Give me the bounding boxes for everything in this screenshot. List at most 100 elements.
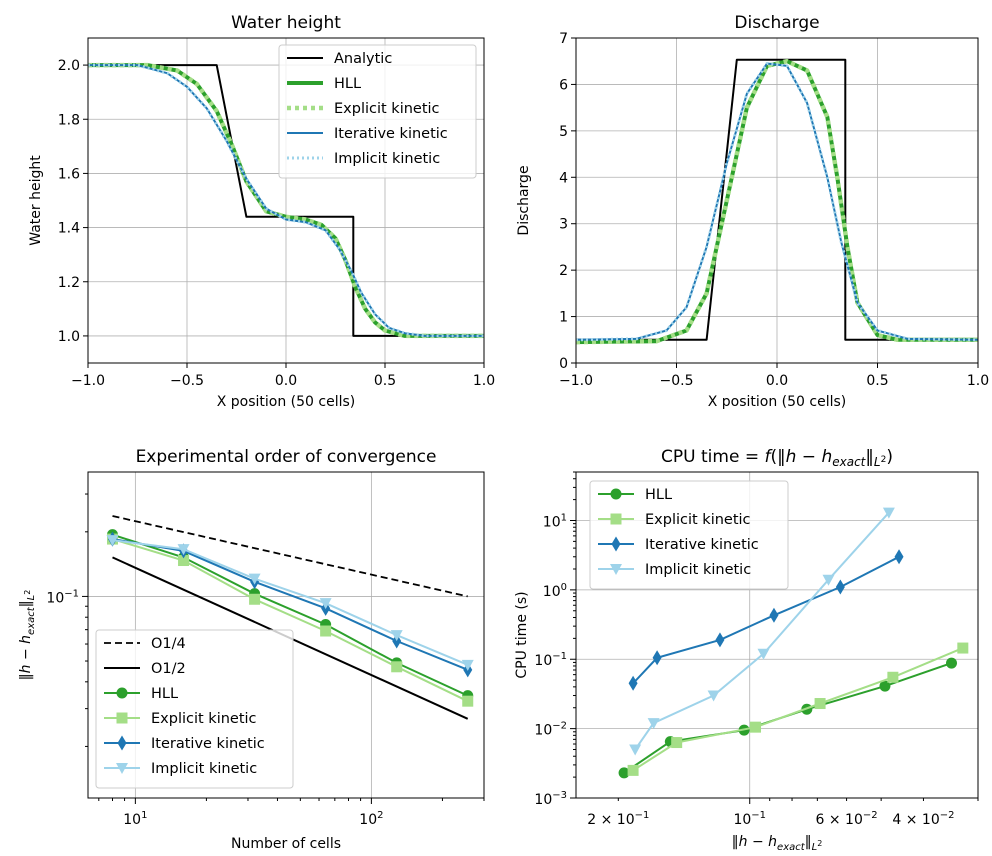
data-point <box>822 574 835 586</box>
series-line-explicit-kinetic <box>632 647 964 772</box>
tick-label-part: 10 <box>543 514 561 530</box>
chart-panel-1: −1.0 −0.5 0.0 0.5 1.0 1.0 1.2 1.4 1.6 1.8 2.0 Water… <box>28 13 495 410</box>
y-tick-label: 100 <box>543 582 567 600</box>
series-line-explicit-kinetic <box>112 538 469 703</box>
tick-label-part: −2 <box>863 810 878 821</box>
legend-label: O1/4 <box>151 636 186 652</box>
data-point <box>618 767 630 779</box>
norm-label-part: ‖ <box>18 600 34 607</box>
data-point <box>715 632 725 648</box>
legend-frame <box>95 629 294 789</box>
legend-marker <box>116 763 128 774</box>
y-tick-label: 2 <box>559 263 568 279</box>
legend-label: Implicit kinetic <box>645 562 751 578</box>
norm-axis-label: ‖h − hexact‖L2 <box>732 834 823 853</box>
legend-label: Iterative kinetic <box>151 736 265 752</box>
title-part: (‖ <box>770 447 785 467</box>
title-part: CPU time = <box>661 447 764 467</box>
y-axis-label: CPU time (s) <box>514 591 530 678</box>
axes-frame <box>575 471 979 799</box>
norm-label-part: h <box>768 834 777 850</box>
legend-marker <box>610 513 622 525</box>
data-point <box>946 657 958 669</box>
data-point <box>391 661 403 673</box>
legend-label: Iterative kinetic <box>645 537 759 553</box>
norm-label-part: h <box>18 664 34 673</box>
y-tick-label: 1.0 <box>58 329 80 345</box>
series-line-implicit-kinetic <box>634 511 890 751</box>
data-point <box>652 650 662 666</box>
data-point <box>814 698 826 710</box>
title-part: 2 <box>881 455 887 465</box>
chart-title: Water height <box>231 13 341 33</box>
tick-label-part: 2 <box>377 810 383 821</box>
gridlines <box>575 37 979 364</box>
tick-label-part: 0 <box>561 582 567 593</box>
y-tick-label: 0 <box>559 356 568 372</box>
data-point <box>106 535 119 547</box>
y-tick-label: 7 <box>559 31 568 47</box>
norm-label-part: exact <box>777 842 806 853</box>
x-tick-label: 0.0 <box>766 373 788 389</box>
series-line-iterative-kinetic <box>112 538 469 671</box>
y-axis-label: Water height <box>28 155 44 246</box>
y-tick-label: 10−3 <box>534 790 567 808</box>
x-tick-label: 6 × 10−2 <box>816 810 878 828</box>
x-axis-label: Number of cells <box>231 836 341 852</box>
legend: HLL Explicit kinetic Iterative kinetic Impl… <box>589 480 789 590</box>
norm-label-part: ‖ <box>18 673 34 680</box>
data-point <box>319 598 332 610</box>
y-axis-label: Discharge <box>516 165 532 235</box>
y-tick-label: 5 <box>559 124 568 140</box>
tick-label-part: −1 <box>552 651 567 662</box>
y-tick-label: 3 <box>559 217 568 233</box>
y-tick-label: 1.4 <box>58 221 80 237</box>
y-tick-label: 6 <box>559 77 568 93</box>
y-tick-label: 101 <box>543 512 567 530</box>
title-part: L <box>874 455 881 469</box>
title-part: exact <box>832 455 866 469</box>
title-part: f <box>764 447 773 467</box>
tick-label-part: −1 <box>635 810 650 821</box>
legend-marker <box>610 488 622 500</box>
x-tick-label: −0.5 <box>170 373 204 389</box>
norm-label-part: − <box>748 834 769 850</box>
chart-title: Discharge <box>734 13 819 33</box>
x-tick-label: 10−1 <box>733 810 766 828</box>
series-line-iterative-kinetic <box>632 555 900 684</box>
tick-label-part: 10 <box>733 812 751 828</box>
norm-label-part: h <box>739 834 748 850</box>
axes-frame <box>87 471 485 799</box>
tick-label-part: −2 <box>940 810 955 821</box>
legend-label: Implicit kinetic <box>151 761 257 777</box>
tick-label-part: −1 <box>751 810 766 821</box>
norm-label-part: ‖ <box>732 834 739 850</box>
norm-label-part: h <box>18 635 34 644</box>
data-point <box>178 555 190 567</box>
y-tick-label: 1.8 <box>58 112 80 128</box>
chart-title: Experimental order of convergence <box>136 447 437 467</box>
legend-label: HLL <box>645 487 672 503</box>
data-point <box>887 671 899 683</box>
legend: Analytic HLL Explicit kinetic Iterative kin… <box>278 44 477 179</box>
data-point <box>750 721 762 733</box>
y-tick-label: 1.6 <box>58 166 80 182</box>
data-point <box>248 573 261 585</box>
norm-label-part: ‖ <box>805 834 812 850</box>
tick-label-part: 2 × 10 <box>587 812 634 828</box>
tick-label-part: 10 <box>359 812 377 828</box>
legend-label: Explicit kinetic <box>334 101 440 117</box>
y-tick-label: 2.0 <box>58 58 80 74</box>
legend-marker <box>117 735 127 751</box>
y-tick-label: 4 <box>559 170 568 186</box>
series-group <box>88 62 484 339</box>
legend-label: Explicit kinetic <box>151 711 257 727</box>
tick-label-part: 10 <box>543 584 561 600</box>
tick-label-part: 4 × 10 <box>892 812 939 828</box>
legend-label: HLL <box>334 76 361 92</box>
data-point <box>628 675 638 691</box>
data-point <box>879 680 891 692</box>
tick-label-part: −1 <box>64 588 79 599</box>
tick-label-part: 10 <box>46 590 64 606</box>
